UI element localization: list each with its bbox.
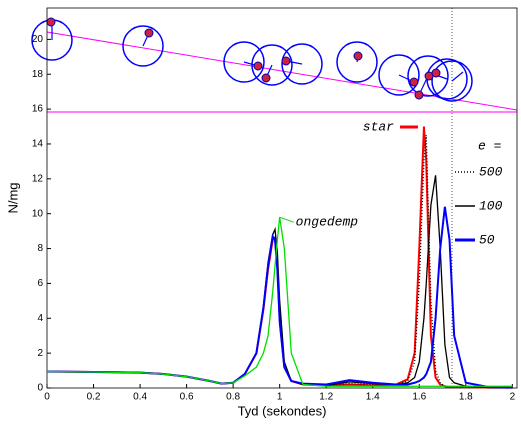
legend-label: 50 — [479, 232, 495, 247]
legend-title: e = — [478, 138, 502, 153]
x-tick-label: 0.8 — [226, 392, 240, 403]
y-tick-label: 18 — [32, 69, 44, 80]
x-tick-label: 1.6 — [412, 392, 426, 403]
x-tick-label: 0 — [44, 392, 50, 403]
y-tick-label: 20 — [32, 34, 44, 45]
y-tick-label: 14 — [32, 139, 44, 150]
x-tick-label: 2 — [510, 392, 516, 403]
x-tick-label: 0.4 — [133, 392, 147, 403]
legend-label: 100 — [479, 198, 503, 213]
x-tick-label: 1.8 — [459, 392, 473, 403]
series-line — [46, 175, 513, 389]
x-tick-label: 0.2 — [87, 392, 101, 403]
series-line — [46, 135, 513, 389]
y-axis-label: N/mg — [5, 182, 20, 213]
annotation-leader — [279, 216, 294, 223]
series-annotation: ongedemp — [296, 215, 359, 230]
y-tick-label: 10 — [32, 208, 44, 219]
y-tick-label: 6 — [37, 278, 43, 289]
y-tick-label: 12 — [32, 173, 44, 184]
x-tick-label: 1.4 — [366, 392, 380, 403]
x-tick-label: 1 — [277, 392, 283, 403]
y-tick-label: 8 — [37, 243, 43, 254]
y-tick-label: 2 — [37, 348, 43, 359]
x-tick-label: 0.6 — [180, 392, 194, 403]
plot-frame — [46, 7, 518, 389]
series-line — [46, 126, 513, 389]
pendulum-illustration — [31, 8, 518, 388]
x-tick-label: 1.2 — [319, 392, 333, 403]
x-axis-label: Tyd (sekondes) — [238, 403, 327, 418]
y-tick-label: 0 — [37, 383, 43, 394]
y-tick-label: 4 — [37, 313, 43, 324]
y-tick-label: 16 — [32, 104, 44, 115]
series-line — [46, 217, 513, 387]
legend-label: star — [363, 119, 394, 134]
legend-label: 500 — [479, 164, 503, 179]
